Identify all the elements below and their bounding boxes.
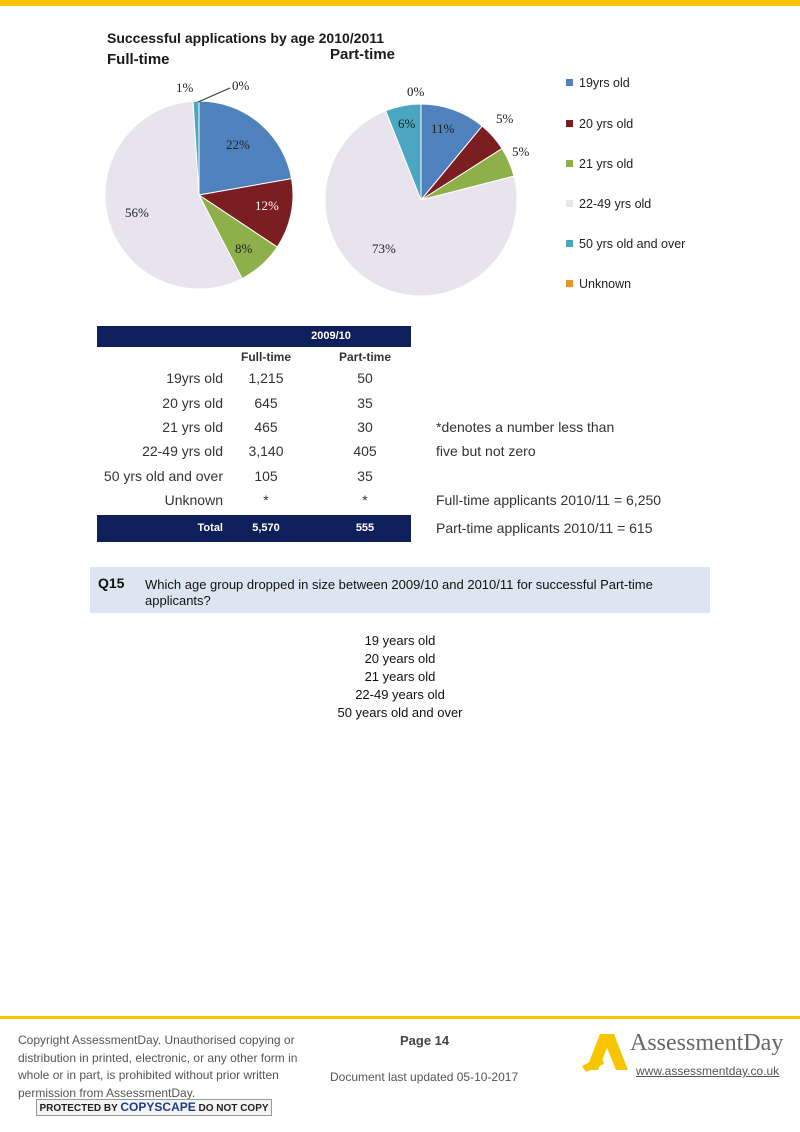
asterisk-note: *denotes a number less than: [436, 419, 615, 435]
full-time-chart-title: Full-time: [107, 51, 170, 68]
full-slice-label: 0%: [232, 78, 250, 93]
row-label: 22-49 yrs old: [142, 443, 223, 459]
full-time-slice-50-yrs-old-and-over: [192, 100, 200, 196]
legend-swatch: [566, 79, 573, 87]
answer-option[interactable]: 50 years old and over: [337, 705, 463, 720]
legend-swatch: [566, 280, 573, 288]
full-slice-label: 12%: [255, 198, 279, 213]
part-time-chart-title: Part-time: [330, 46, 396, 63]
part-time-applicants-note: Part-time applicants 2010/11 = 615: [436, 520, 653, 536]
full-time-pie: [104, 100, 294, 290]
assessmentday-logo-icon: [582, 1034, 628, 1072]
row-label: 20 yrs old: [162, 395, 223, 411]
legend-swatch: [566, 240, 573, 248]
table-total-row: Total 5,570 555: [97, 515, 411, 542]
table-period-header: 2009/10: [97, 326, 411, 347]
full-slice-label: 1%: [176, 80, 194, 95]
legend-swatch: [566, 120, 573, 128]
legend-item: 22-49 yrs old: [566, 197, 651, 211]
footer-accent-bar: [0, 1016, 800, 1019]
page-number: Page 14: [400, 1033, 450, 1048]
legend-item: 21 yrs old: [566, 157, 633, 171]
part-time-value: 50: [357, 370, 373, 386]
row-label: 21 yrs old: [162, 419, 223, 435]
answer-option[interactable]: 20 years old: [364, 651, 436, 666]
part-slice-label: 5%: [512, 144, 530, 159]
part-time-value: 35: [357, 395, 373, 411]
chart-title: Successful applications by age 2010/2011: [107, 30, 385, 46]
full-slice-label: 56%: [125, 205, 149, 220]
part-slice-label: 73%: [372, 241, 396, 256]
full-time-slice-19yrs-old: [198, 100, 293, 196]
full-time-value: *: [263, 492, 269, 508]
part-time-pie: [324, 103, 518, 297]
part-slice-label: 11%: [431, 121, 455, 136]
full-time-value: 105: [254, 468, 278, 484]
question-text: Which age group dropped in size between …: [145, 577, 653, 608]
answer-option[interactable]: 22-49 years old: [355, 687, 445, 702]
legend-item: 50 yrs old and over: [566, 237, 685, 251]
legend-item: 19yrs old: [566, 76, 630, 90]
full-slice-label: 22%: [226, 137, 250, 152]
part-time-value: 30: [357, 419, 373, 435]
total-part-time: 555: [355, 522, 375, 534]
zero-percent-leader: [197, 87, 231, 103]
part-slice-label: 5%: [496, 111, 514, 126]
table-period-label: 2009/10: [311, 330, 351, 342]
column-header-full-time: Full-time: [241, 350, 291, 364]
full-time-slice-20-yrs-old: [197, 178, 294, 248]
full-time-value: 645: [254, 395, 278, 411]
full-slice-label: 8%: [235, 241, 253, 256]
question-number: Q15: [98, 575, 125, 591]
brand-url-link[interactable]: www.assessmentday.co.uk: [636, 1064, 780, 1078]
row-label: Unknown: [164, 492, 223, 508]
part-slice-label: 6%: [398, 116, 416, 131]
column-header-part-time: Part-time: [338, 350, 391, 364]
part-slice-label: 0%: [407, 84, 425, 99]
total-label: Total: [197, 522, 223, 534]
part-time-slice-22-49-yrs-old: [324, 110, 518, 297]
legend-swatch: [566, 160, 573, 168]
copyscape-badge[interactable]: PROTECTED BY COPYSCAPE DO NOT COPY: [36, 1099, 272, 1116]
part-time-value: *: [362, 492, 368, 508]
answer-option[interactable]: 21 years old: [364, 669, 436, 684]
full-time-applicants-note: Full-time applicants 2010/11 = 6,250: [436, 492, 662, 508]
brand-name: AssessmentDay: [630, 1030, 784, 1056]
pie-charts: [104, 87, 518, 297]
total-full-time: 5,570: [252, 522, 280, 534]
part-time-slice-50-yrs-old-and-over: [385, 103, 422, 201]
full-time-value: 1,215: [248, 370, 284, 386]
last-updated: Document last updated 05-10-2017: [330, 1070, 519, 1084]
answer-option[interactable]: 19 years old: [364, 633, 436, 648]
full-time-value: 3,140: [248, 443, 284, 459]
legend-item: 20 yrs old: [566, 117, 633, 131]
part-time-value: 35: [357, 468, 373, 484]
part-time-slice-19yrs-old: [420, 103, 483, 202]
row-label: 50 yrs old and over: [103, 468, 223, 484]
question-box: Q15 Which age group dropped in size betw…: [90, 567, 710, 613]
full-time-slice-22-49-yrs-old: [104, 100, 243, 290]
top-accent-bar: [0, 0, 800, 6]
copyright-notice: Copyright AssessmentDay. Unauthorised co…: [18, 1033, 298, 1100]
asterisk-note: five but not zero: [436, 443, 536, 459]
row-label: 19yrs old: [166, 370, 223, 386]
part-time-value: 405: [353, 443, 377, 459]
legend-swatch: [566, 200, 573, 208]
legend-item: Unknown: [566, 277, 631, 291]
full-time-value: 465: [254, 419, 278, 435]
